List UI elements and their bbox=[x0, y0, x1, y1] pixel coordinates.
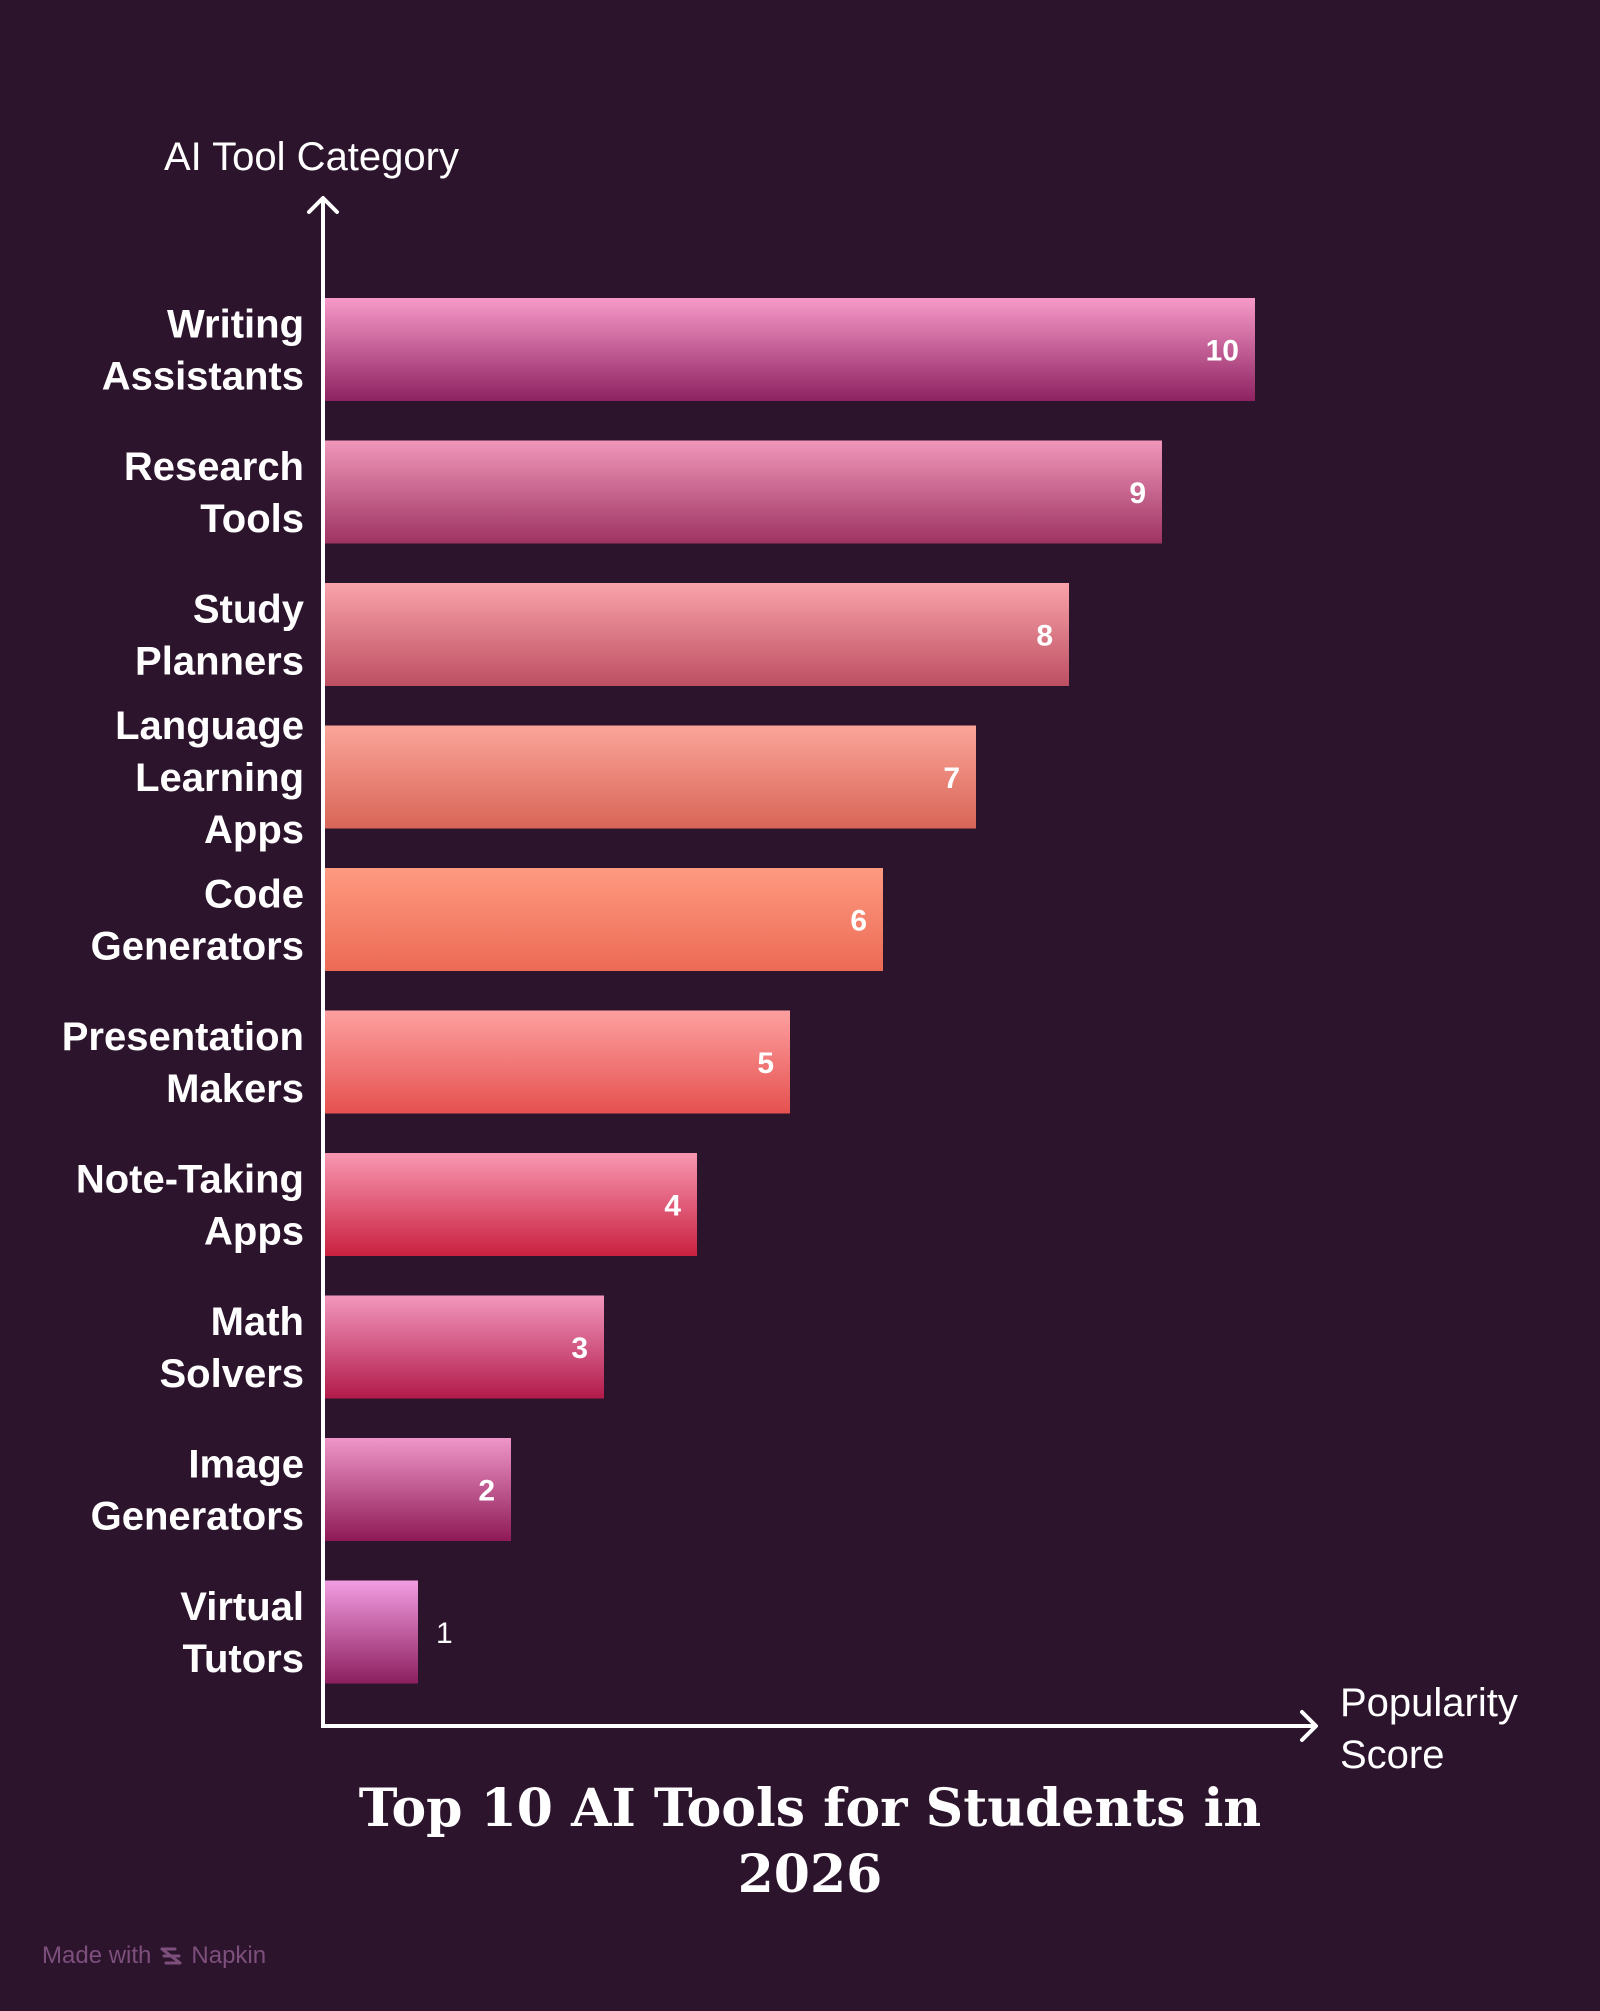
bar-math-solvers bbox=[325, 1295, 604, 1399]
bar-code-generators bbox=[325, 868, 883, 971]
value-label-virtual-tutors: 1 bbox=[436, 1617, 453, 1650]
category-label-research-tools: Research Tools bbox=[124, 445, 304, 541]
category-label-note-taking-apps: Note-Taking Apps bbox=[76, 1158, 304, 1254]
value-labels: 10 9 8 7 6 5 4 3 2 1 bbox=[436, 335, 1239, 1651]
bar-image-generators bbox=[325, 1438, 511, 1541]
value-label-presentation-makers: 5 bbox=[757, 1047, 774, 1080]
value-label-note-taking-apps: 4 bbox=[664, 1190, 681, 1223]
bar-research-tools bbox=[325, 440, 1162, 544]
category-label-language-learning-apps: Language Learning Apps bbox=[115, 704, 304, 852]
value-label-language-learning-apps: 7 bbox=[943, 762, 960, 795]
category-labels: Writing Assistants Research Tools Study Plann… bbox=[62, 303, 305, 1682]
bar-language-learning-apps bbox=[325, 725, 976, 829]
made-with-text: Made with bbox=[42, 1942, 152, 1969]
category-label-writing-assistants: Writing Assistants bbox=[102, 303, 304, 399]
y-axis-title: AI Tool Category bbox=[164, 135, 459, 179]
value-label-writing-assistants: 10 bbox=[1206, 335, 1239, 368]
category-label-math-solvers: Math Solvers bbox=[159, 1300, 304, 1396]
category-label-study-planners: Study Planners bbox=[135, 588, 305, 684]
bar-presentation-makers bbox=[325, 1010, 790, 1114]
napkin-logo-icon bbox=[160, 1947, 182, 1965]
value-label-math-solvers: 3 bbox=[571, 1332, 588, 1365]
bar-virtual-tutors bbox=[325, 1580, 418, 1684]
footer-branding: Made with Napkin bbox=[42, 1942, 266, 1970]
value-label-research-tools: 9 bbox=[1129, 477, 1146, 510]
x-axis-arrowhead bbox=[1300, 1710, 1318, 1742]
bar-chart: Writing Assistants Research Tools Study Plann… bbox=[62, 135, 1518, 1900]
bar-study-planners bbox=[325, 583, 1069, 686]
y-axis-arrowhead bbox=[307, 196, 339, 214]
chart-title: Top 10 AI Tools for Students in 2026 bbox=[359, 1778, 1261, 1900]
category-label-presentation-makers: Presentation Makers bbox=[62, 1015, 304, 1111]
category-label-code-generators: Code Generators bbox=[91, 873, 304, 969]
bar-note-taking-apps bbox=[325, 1153, 697, 1256]
category-label-virtual-tutors: Virtual Tutors bbox=[180, 1585, 304, 1681]
value-label-image-generators: 2 bbox=[478, 1475, 495, 1508]
napkin-brand-text: Napkin bbox=[191, 1942, 267, 1969]
x-axis-title: Popularity Score bbox=[1340, 1681, 1518, 1777]
bars-group bbox=[325, 298, 1255, 1684]
bar-writing-assistants bbox=[325, 298, 1255, 401]
value-label-study-planners: 8 bbox=[1036, 620, 1053, 653]
category-label-image-generators: Image Generators bbox=[91, 1443, 304, 1539]
value-label-code-generators: 6 bbox=[850, 905, 867, 938]
